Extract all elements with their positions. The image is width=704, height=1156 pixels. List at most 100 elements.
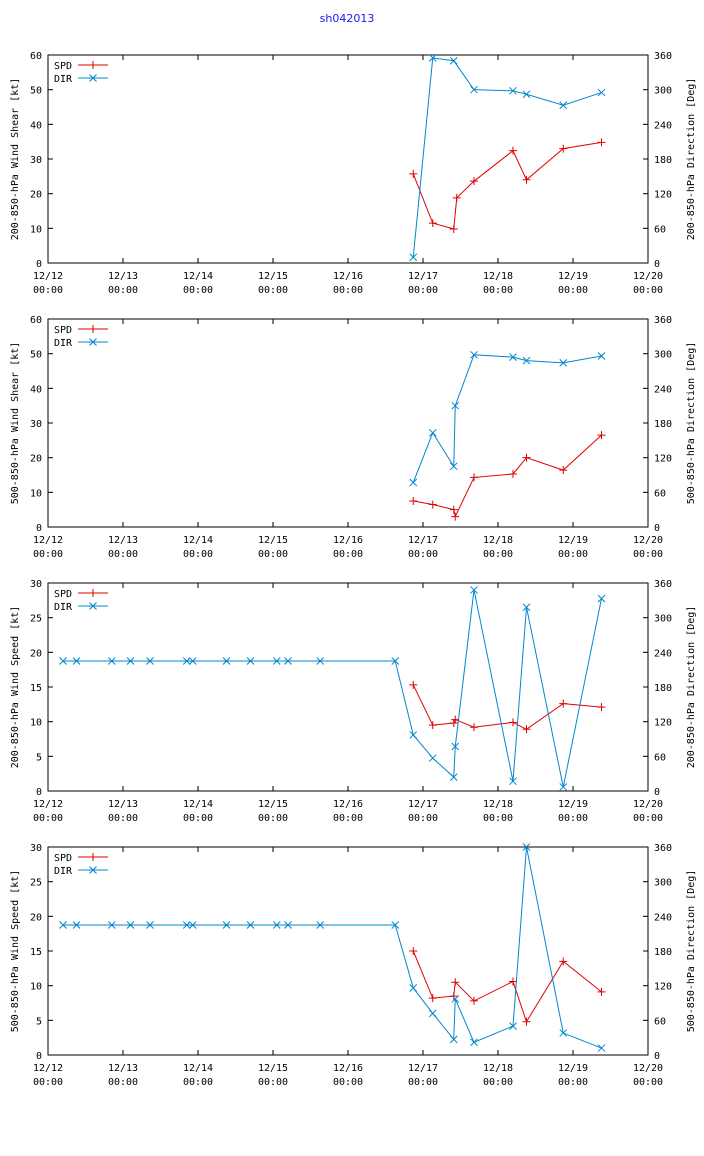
panel4-spd-line <box>412 950 602 1023</box>
panel1-legend-dir-label: DIR <box>54 74 73 85</box>
panel2-spd-point <box>597 431 606 440</box>
panel3-y2-tick-label: 240 <box>654 648 672 659</box>
panel3-dir-point <box>222 657 231 665</box>
panel4-dir-point <box>72 921 81 929</box>
panel1-x-tick-date: 12/20 <box>633 271 663 282</box>
panel3-dir-point <box>428 754 437 762</box>
panel1-y-tick-label: 10 <box>30 224 42 235</box>
panel2-plot-frame <box>47 318 649 528</box>
panel3-spd-point <box>597 703 606 712</box>
panel3-dir-point <box>284 657 292 665</box>
panel1-y2-tick-label: 180 <box>654 155 672 166</box>
panel4-y-tick-label: 15 <box>30 947 42 958</box>
panel3-dir-point <box>59 657 67 665</box>
panel4-y-axis-label: 500-850-hPa Wind Speed [kt] <box>10 870 21 1033</box>
panel4-y2-tick-label: 240 <box>654 912 672 923</box>
panel3-x-tick-date: 12/15 <box>258 799 288 810</box>
panel1-spd-point <box>597 138 606 147</box>
panel2-x-tick-date: 12/18 <box>483 535 513 546</box>
panel1-x-tick-date: 12/16 <box>333 271 363 282</box>
panel2-x-tick-date: 12/13 <box>108 535 138 546</box>
panel2-y2-tick-label: 120 <box>654 454 672 465</box>
panel4-dir-line <box>63 846 602 1049</box>
panel3-dir-point <box>72 657 81 665</box>
panel4-dir-point <box>272 921 281 929</box>
panel3-y2-tick-label: 360 <box>654 579 672 590</box>
panel2-dir-point <box>597 352 606 360</box>
panel4-spd-point <box>509 977 517 986</box>
panel4-x-tick-time: 00:00 <box>483 1077 513 1088</box>
panel3-dir-point <box>146 657 154 665</box>
panel3-dir-line <box>63 589 602 788</box>
panel2-spd-point <box>409 497 418 505</box>
panel1-x-tick-date: 12/17 <box>408 271 438 282</box>
panel1-x-tick-date: 12/18 <box>483 271 513 282</box>
panel3-legend-spd-label: SPD <box>54 589 72 600</box>
panel4-y2-tick-label: 60 <box>654 1016 666 1027</box>
panel3-x-tick-time: 00:00 <box>183 813 213 824</box>
panel3-spd-point <box>449 719 458 728</box>
panel2-y2-tick-label: 180 <box>654 419 672 430</box>
panel2-dir-point <box>451 401 460 410</box>
panel3-dir-point <box>391 657 400 665</box>
panel4-dir-point <box>470 1038 478 1047</box>
panel2-dir-point <box>522 356 531 365</box>
panel4-y-tick-label: 20 <box>30 912 42 923</box>
panel4-y-tick-label: 30 <box>30 843 42 854</box>
panel4-dir-point <box>126 921 135 929</box>
panel1-y2-axis-label: 200-850-hPa Direction [Deg] <box>686 78 697 241</box>
panel2-y-tick-label: 0 <box>36 523 42 534</box>
panel4-dir-point <box>107 921 116 929</box>
panel3-dir-point <box>272 657 281 665</box>
panel2-y-axis-label: 500-850-hPa Wind Shear [kt] <box>10 342 21 505</box>
panel4-x-tick-time: 00:00 <box>633 1077 663 1088</box>
panel3-y-tick-label: 0 <box>36 787 42 798</box>
panel2-x-tick-date: 12/15 <box>258 535 288 546</box>
panel4-spd-point <box>597 987 606 996</box>
panel3-dir-point <box>107 657 116 665</box>
panel1-legend-spd-marker <box>89 61 97 69</box>
panel3-dir-point <box>449 773 458 781</box>
panel3-dir-point <box>470 586 478 594</box>
panel3-dir-point <box>522 603 531 612</box>
panel3-spd-point <box>428 721 437 730</box>
panel4-dir-point <box>451 995 460 1003</box>
panel1-legend-dir-marker <box>89 74 97 82</box>
panel4-dir-point <box>182 921 191 929</box>
panel4-x-tick-date: 12/16 <box>333 1063 363 1074</box>
panel2-spd-point <box>428 500 437 509</box>
panel4-x-tick-date: 12/18 <box>483 1063 513 1074</box>
panel2-y2-tick-label: 240 <box>654 384 672 395</box>
panel3-y2-axis-label: 200-850-hPa Direction [Deg] <box>686 606 697 769</box>
panel2-x-tick-time: 00:00 <box>558 549 588 560</box>
panel3-x-tick-time: 00:00 <box>258 813 288 824</box>
panel3-legend-dir-label: DIR <box>54 602 73 613</box>
panel2-x-tick-time: 00:00 <box>108 549 138 560</box>
panel2-y-tick-label: 60 <box>30 315 42 326</box>
panel3-y-tick-label: 5 <box>36 752 42 763</box>
panel1-dir-point <box>522 90 531 99</box>
panel3-x-tick-time: 00:00 <box>633 813 663 824</box>
panel1-y2-tick-label: 240 <box>654 120 672 131</box>
panel4-x-tick-time: 00:00 <box>558 1077 588 1088</box>
panel4-x-tick-date: 12/13 <box>108 1063 138 1074</box>
panel1-spd-point <box>470 177 478 186</box>
panel4-dir-point <box>409 984 418 992</box>
panel2-spd-point <box>451 512 460 521</box>
panel2-y-tick-label: 30 <box>30 419 42 430</box>
panel3-x-tick-date: 12/20 <box>633 799 663 810</box>
panel2-y2-tick-label: 0 <box>654 523 660 534</box>
panel1-spd-point <box>509 146 517 155</box>
panel3-x-tick-date: 12/12 <box>33 799 63 810</box>
panel2-y-tick-label: 40 <box>30 384 42 395</box>
panel4-x-tick-date: 12/20 <box>633 1063 663 1074</box>
panel3-dir-point <box>509 777 517 786</box>
panel2-legend-dir-label: DIR <box>54 338 73 349</box>
panel3-y-tick-label: 30 <box>30 579 42 590</box>
panel1-spd-point <box>522 175 531 184</box>
panel1-x-tick-time: 00:00 <box>633 285 663 296</box>
panel4-y2-axis-label: 500-850-hPa Direction [Deg] <box>686 870 697 1033</box>
panel1-spd-point <box>452 193 461 202</box>
panel2-dir-point <box>509 353 517 361</box>
